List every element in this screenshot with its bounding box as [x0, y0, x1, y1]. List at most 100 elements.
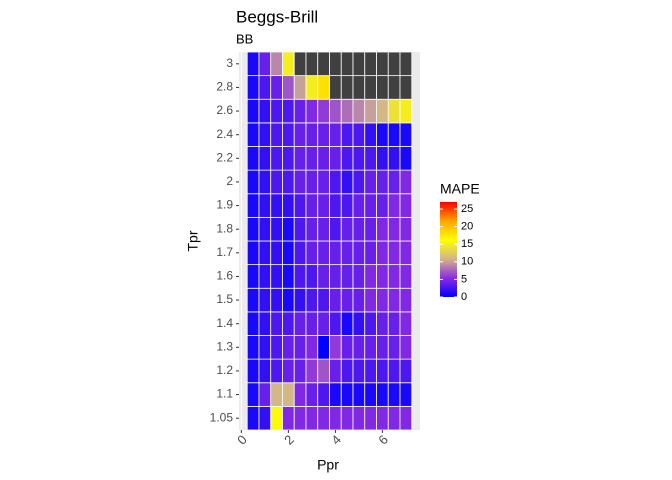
heatmap-cell [376, 169, 389, 195]
heatmap-cell [293, 264, 307, 289]
heatmap-cell [317, 358, 330, 384]
heatmap-cell [293, 51, 307, 77]
heatmap-cell [376, 311, 389, 336]
heatmap-cell [282, 405, 295, 431]
heatmap-cell [399, 169, 413, 195]
heatmap-cell [399, 311, 413, 336]
heatmap-cell [352, 146, 366, 171]
heatmap-cell [293, 98, 307, 124]
heatmap-cell [352, 51, 366, 77]
heatmap-cell [340, 169, 354, 195]
heatmap-cell [399, 240, 413, 266]
heatmap-cell [317, 75, 330, 100]
heatmap-cell [293, 335, 307, 360]
heatmap-cell [282, 75, 295, 100]
heatmap-cell [293, 405, 307, 431]
heatmap-cell [305, 240, 319, 266]
heatmap-cell [352, 358, 366, 384]
heatmap-cell [305, 51, 319, 77]
heatmap-cell [329, 382, 342, 407]
y-tick-label: 3 [226, 56, 233, 70]
heatmap-cell [258, 169, 272, 195]
heatmap-cell [376, 122, 389, 147]
heatmap-cell [387, 216, 401, 242]
heatmap-cell [364, 51, 377, 77]
heatmap-cell [258, 216, 272, 242]
heatmap-cell [317, 335, 330, 360]
heatmap-cell [364, 146, 377, 171]
heatmap-cell [293, 311, 307, 336]
y-tick-label: 1.4 [216, 316, 233, 330]
heatmap-cell [364, 98, 377, 124]
heatmap-cell [352, 382, 366, 407]
heatmap-cell [317, 216, 330, 242]
heatmap-cell [387, 169, 401, 195]
heatmap-cell [352, 287, 366, 313]
y-tick-label: 1.3 [216, 339, 233, 353]
heatmap-cell [340, 382, 354, 407]
heatmap-cell [387, 51, 401, 77]
heatmap-cell [246, 382, 260, 407]
heatmap-cell [270, 335, 283, 360]
y-tick-label: 1.7 [216, 245, 233, 259]
heatmap-cell [399, 358, 413, 384]
heatmap-cell [282, 240, 295, 266]
heatmap-cell [399, 51, 413, 77]
heatmap-cell [364, 287, 377, 313]
y-tick-label: 1.6 [216, 269, 233, 283]
heatmap-cell [258, 240, 272, 266]
heatmap-cell [246, 311, 260, 336]
heatmap-cell [282, 122, 295, 147]
y-tick-label: 1.9 [216, 198, 233, 212]
heatmap-cell [387, 264, 401, 289]
heatmap-cell [270, 75, 283, 100]
heatmap-cell [340, 358, 354, 384]
heatmap-cell [282, 382, 295, 407]
y-tick-label: 1.5 [216, 292, 233, 306]
heatmap-cell [293, 382, 307, 407]
heatmap-cell [317, 146, 330, 171]
heatmap-cell [317, 240, 330, 266]
heatmap-cell [258, 75, 272, 100]
heatmap-cell [376, 216, 389, 242]
heatmap-cell [317, 287, 330, 313]
heatmap-cell [364, 358, 377, 384]
heatmap-cell [293, 146, 307, 171]
colorbar-label: 25 [461, 203, 473, 215]
heatmap-cell [293, 75, 307, 100]
heatmap-cell [258, 382, 272, 407]
heatmap-cell [340, 264, 354, 289]
heatmap-cell [305, 405, 319, 431]
heatmap-cell [387, 311, 401, 336]
heatmap-cell [329, 287, 342, 313]
x-axis-label: Ppr [317, 457, 339, 473]
heatmap-cell [258, 122, 272, 147]
heatmap-cell [258, 311, 272, 336]
heatmap-cell [258, 264, 272, 289]
x-tick-label: 6 [375, 432, 391, 448]
chart-title: Beggs-Brill [236, 7, 318, 26]
heatmap-cell [352, 216, 366, 242]
heatmap-cell [305, 358, 319, 384]
heatmap-cell [293, 216, 307, 242]
heatmap-cell [364, 193, 377, 218]
heatmap-cell [246, 51, 260, 77]
heatmap-cell [246, 287, 260, 313]
chart-subtitle: BB [236, 31, 253, 46]
heatmap-cell [329, 405, 342, 431]
heatmap-cell [352, 311, 366, 336]
heatmap-cell [329, 311, 342, 336]
heatmap-cell [399, 382, 413, 407]
heatmap-cell [270, 216, 283, 242]
heatmap-cell [258, 335, 272, 360]
heatmap-cell [282, 193, 295, 218]
heatmap-cell [399, 98, 413, 124]
heatmap-cell [270, 287, 283, 313]
y-tick-label: 2.4 [216, 127, 233, 141]
heatmap-cell [317, 311, 330, 336]
heatmap-cell [376, 264, 389, 289]
heatmap-cell [376, 240, 389, 266]
y-tick-label: 1.2 [216, 363, 233, 377]
heatmap-cell [293, 240, 307, 266]
heatmap-cell [329, 169, 342, 195]
